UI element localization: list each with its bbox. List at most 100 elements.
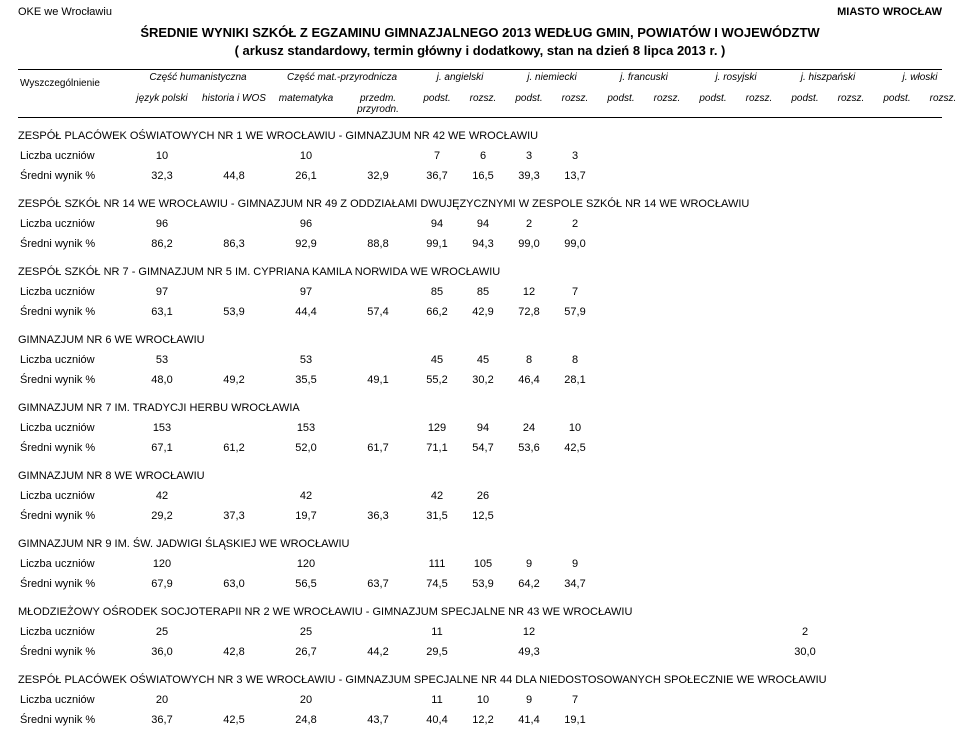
data-cell: 74,5 [414, 576, 460, 592]
data-cell [598, 644, 644, 660]
data-cell: 64,2 [506, 576, 552, 592]
data-cell [874, 420, 920, 436]
data-cell [920, 216, 960, 232]
data-cell [874, 372, 920, 388]
data-cell [342, 148, 414, 164]
data-cell [782, 304, 828, 320]
data-cell [736, 284, 782, 300]
data-cell: 24 [506, 420, 552, 436]
col-sub: historia i WOS [198, 91, 270, 117]
col-sub: przedm. przyrodn. [342, 91, 414, 117]
data-cell [690, 304, 736, 320]
data-cell: 66,2 [414, 304, 460, 320]
row-label: Średni wynik % [18, 440, 126, 456]
col-group: Część mat.-przyrodnicza [270, 70, 414, 91]
data-cell [198, 148, 270, 164]
data-cell [644, 556, 690, 572]
data-cell [920, 372, 960, 388]
data-cell [874, 148, 920, 164]
col-sub: rozsz. [552, 91, 598, 117]
data-cell [342, 284, 414, 300]
data-cell: 63,1 [126, 304, 198, 320]
school-block: GIMNAZJUM NR 7 IM. TRADYCJI HERBU WROCŁA… [18, 402, 942, 458]
data-cell: 72,8 [506, 304, 552, 320]
data-cell [644, 168, 690, 184]
data-cell [782, 420, 828, 436]
data-cell [644, 576, 690, 592]
schools-container: ZESPÓŁ PLACÓWEK OŚWIATOWYCH NR 1 WE WROC… [18, 130, 942, 730]
school-block: ZESPÓŁ SZKÓŁ NR 7 - GIMNAZJUM NR 5 IM. C… [18, 266, 942, 322]
data-cell [644, 148, 690, 164]
data-cell: 36,3 [342, 508, 414, 524]
data-cell [198, 216, 270, 232]
data-cell [598, 284, 644, 300]
data-cell: 120 [270, 556, 342, 572]
col-group: j. włoski [874, 70, 960, 91]
data-cell [198, 420, 270, 436]
data-cell [736, 644, 782, 660]
data-cell: 2 [506, 216, 552, 232]
data-cell [198, 284, 270, 300]
data-row-avg: Średni wynik %67,161,252,061,771,154,753… [18, 438, 942, 458]
data-cell [736, 216, 782, 232]
data-cell: 42 [414, 488, 460, 504]
data-cell [828, 712, 874, 728]
data-cell [598, 148, 644, 164]
data-row-count: Liczba uczniów5353454588 [18, 350, 942, 370]
data-cell [736, 420, 782, 436]
data-cell [552, 508, 598, 524]
data-cell: 12 [506, 624, 552, 640]
data-cell: 94 [460, 216, 506, 232]
data-cell [828, 624, 874, 640]
data-cell [782, 508, 828, 524]
row-label: Liczba uczniów [18, 556, 126, 572]
data-cell: 19,1 [552, 712, 598, 728]
data-cell: 28,1 [552, 372, 598, 388]
col-sub: podst. [414, 91, 460, 117]
col-group: j. francuski [598, 70, 690, 91]
data-cell: 7 [552, 284, 598, 300]
data-cell: 49,1 [342, 372, 414, 388]
row-label: Liczba uczniów [18, 216, 126, 232]
col-sub: podst. [874, 91, 920, 117]
data-cell: 49,3 [506, 644, 552, 660]
data-cell: 3 [506, 148, 552, 164]
col-sub: rozsz. [460, 91, 506, 117]
data-cell [644, 644, 690, 660]
data-cell: 9 [506, 556, 552, 572]
data-cell: 19,7 [270, 508, 342, 524]
data-cell [690, 372, 736, 388]
data-cell [552, 488, 598, 504]
data-cell [828, 304, 874, 320]
data-row-count: Liczba uczniów252511122 [18, 622, 942, 642]
data-cell [342, 692, 414, 708]
data-row-avg: Średni wynik %67,963,056,563,774,553,964… [18, 574, 942, 594]
data-cell: 36,7 [126, 712, 198, 728]
school-name: ZESPÓŁ SZKÓŁ NR 14 WE WROCŁAWIU - GIMNAZ… [18, 198, 942, 210]
data-cell [736, 352, 782, 368]
school-name: MŁODZIEŻOWY OŚRODEK SOCJOTERAPII NR 2 WE… [18, 606, 942, 618]
row-label: Średni wynik % [18, 372, 126, 388]
data-row-count: Liczba uczniów97978585127 [18, 282, 942, 302]
data-cell: 57,4 [342, 304, 414, 320]
data-cell: 9 [552, 556, 598, 572]
data-cell: 42 [126, 488, 198, 504]
data-cell [598, 692, 644, 708]
data-cell [828, 352, 874, 368]
data-cell [644, 488, 690, 504]
data-cell: 105 [460, 556, 506, 572]
data-cell: 36,0 [126, 644, 198, 660]
row-label: Liczba uczniów [18, 148, 126, 164]
data-cell [598, 304, 644, 320]
data-cell [920, 168, 960, 184]
row-label: Średni wynik % [18, 644, 126, 660]
row-label: Liczba uczniów [18, 692, 126, 708]
data-cell: 34,7 [552, 576, 598, 592]
data-cell [460, 624, 506, 640]
data-cell [690, 216, 736, 232]
col-group: Część humanistyczna [126, 70, 270, 91]
col-sub: matematyka [270, 91, 342, 117]
data-cell [644, 216, 690, 232]
col-sub: język polski [126, 91, 198, 117]
row-label: Liczba uczniów [18, 420, 126, 436]
